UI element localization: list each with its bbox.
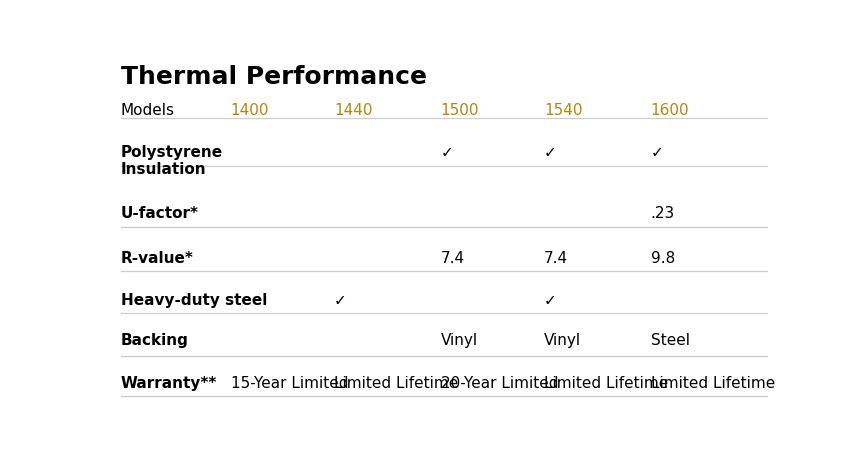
Text: Backing: Backing bbox=[120, 332, 188, 347]
Text: Models: Models bbox=[120, 103, 175, 118]
Text: 1440: 1440 bbox=[334, 103, 372, 118]
Text: Vinyl: Vinyl bbox=[440, 332, 478, 347]
Text: Polystyrene
Insulation: Polystyrene Insulation bbox=[120, 144, 223, 177]
Text: Steel: Steel bbox=[651, 332, 690, 347]
Text: .23: .23 bbox=[651, 205, 675, 220]
Text: 1600: 1600 bbox=[651, 103, 690, 118]
Text: 1500: 1500 bbox=[440, 103, 479, 118]
Text: 15-Year Limited: 15-Year Limited bbox=[230, 375, 348, 390]
Text: 9.8: 9.8 bbox=[651, 250, 675, 265]
Text: 7.4: 7.4 bbox=[440, 250, 465, 265]
Text: Limited Lifetime: Limited Lifetime bbox=[334, 375, 458, 390]
Text: Vinyl: Vinyl bbox=[544, 332, 581, 347]
Text: Thermal Performance: Thermal Performance bbox=[120, 64, 427, 88]
Text: 7.4: 7.4 bbox=[544, 250, 568, 265]
Text: 1400: 1400 bbox=[230, 103, 269, 118]
Text: ✓: ✓ bbox=[544, 292, 556, 307]
Text: ✓: ✓ bbox=[544, 144, 556, 159]
Text: ✓: ✓ bbox=[334, 292, 347, 307]
Text: Limited Lifetime: Limited Lifetime bbox=[651, 375, 775, 390]
Text: Warranty**: Warranty** bbox=[120, 375, 218, 390]
Text: 20-Year Limited: 20-Year Limited bbox=[440, 375, 558, 390]
Text: ✓: ✓ bbox=[651, 144, 663, 159]
Text: Limited Lifetime: Limited Lifetime bbox=[544, 375, 668, 390]
Text: Heavy-duty steel: Heavy-duty steel bbox=[120, 292, 267, 307]
Text: ✓: ✓ bbox=[440, 144, 453, 159]
Text: U-factor*: U-factor* bbox=[120, 205, 199, 220]
Text: 1540: 1540 bbox=[544, 103, 582, 118]
Text: R-value*: R-value* bbox=[120, 250, 194, 265]
